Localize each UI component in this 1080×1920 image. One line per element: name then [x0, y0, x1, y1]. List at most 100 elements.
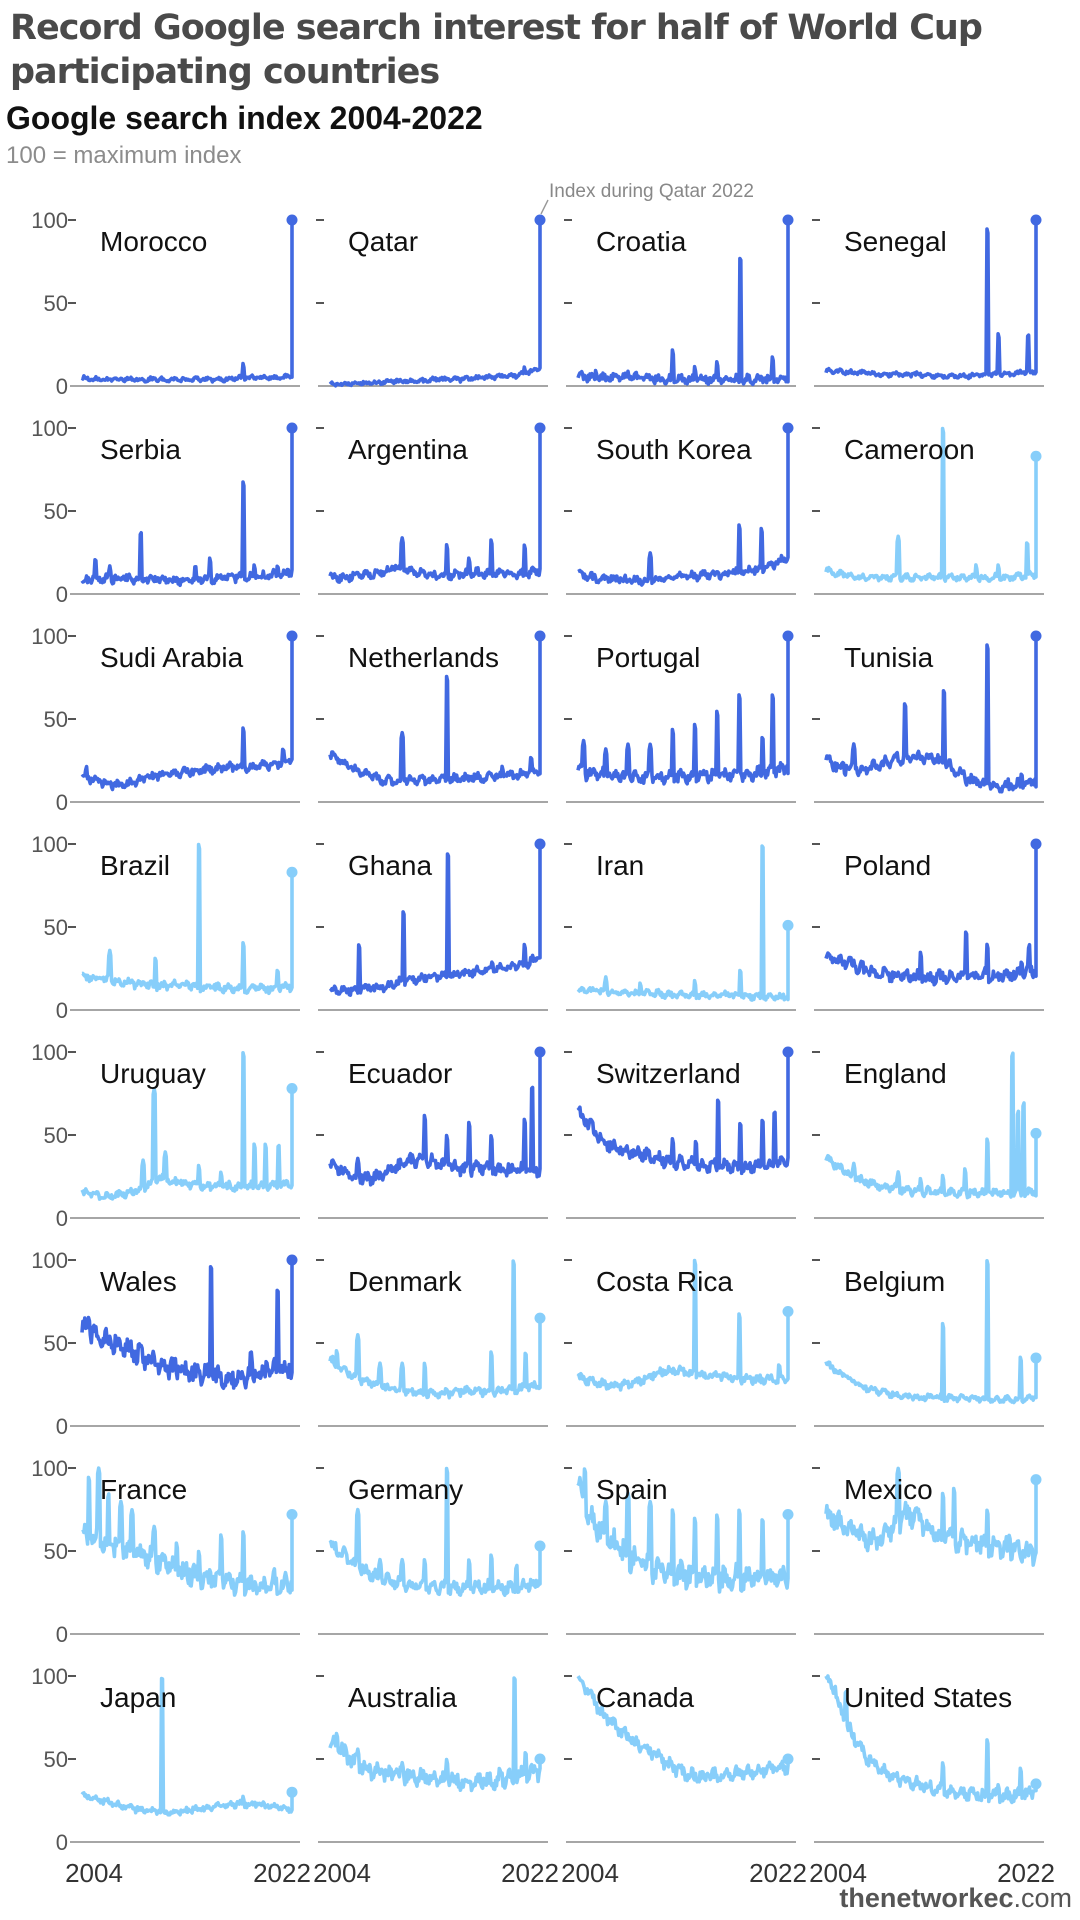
- series-line-netherlands: [328, 636, 542, 787]
- panel-cameroon: Cameroon: [812, 426, 1044, 595]
- panel-label-costa-rica: Costa Rica: [596, 1266, 733, 1297]
- series-line-wales: [80, 1260, 294, 1390]
- series-line-iran: [576, 844, 790, 1002]
- panel-costa-rica: Costa Rica: [564, 1258, 796, 1427]
- series-line-belgium: [824, 1259, 1038, 1405]
- source-credit: thenetworkec.com: [839, 1883, 1072, 1914]
- x-tick-label: 2004: [65, 1858, 123, 1888]
- panel-brazil: 0 50 100 Brazil: [31, 832, 300, 1023]
- series-line-sudi-arabia: [80, 636, 294, 792]
- series-line-spain: [576, 1467, 790, 1594]
- panel-label-mexico: Mexico: [844, 1474, 933, 1505]
- panel-label-united-states: United States: [844, 1682, 1012, 1713]
- panel-label-morocco: Morocco: [100, 226, 207, 257]
- endpoint-iran: [782, 919, 794, 931]
- panel-label-senegal: Senegal: [844, 226, 947, 257]
- y-tick-label: 100: [31, 1664, 68, 1689]
- series-line-tunisia: [824, 636, 1038, 794]
- series-line-brazil: [81, 842, 294, 996]
- y-tick-label: 100: [31, 1040, 68, 1065]
- y-tick-label: 50: [44, 291, 68, 316]
- series-line-cameroon: [824, 426, 1038, 583]
- panel-spain: Spain: [564, 1467, 796, 1635]
- series-line-portugal: [576, 636, 790, 786]
- series-line-poland: [824, 844, 1038, 987]
- endpoint-ecuador: [534, 1046, 546, 1058]
- endpoint-croatia: [782, 214, 794, 226]
- endpoint-netherlands: [534, 630, 546, 642]
- y-tick-label: 50: [44, 1123, 68, 1148]
- panel-label-cameroon: Cameroon: [844, 434, 975, 465]
- endpoint-japan: [286, 1786, 298, 1798]
- y-tick-label: 50: [44, 1331, 68, 1356]
- series-line-switzerland: [576, 1052, 790, 1176]
- panel-england: England: [812, 1051, 1044, 1219]
- panel-tunisia: Tunisia: [812, 630, 1044, 803]
- endpoint-senegal: [1030, 214, 1042, 226]
- index-note: 100 = maximum index: [6, 142, 242, 169]
- y-tick-label: 0: [56, 374, 68, 399]
- series-line-ecuador: [328, 1052, 542, 1187]
- series-line-france: [81, 1466, 294, 1597]
- panel-label-england: England: [844, 1058, 947, 1089]
- panel-ecuador: Ecuador: [316, 1046, 548, 1219]
- series-line-australia: [328, 1676, 542, 1793]
- endpoint-united-states: [1030, 1778, 1042, 1790]
- panel-qatar: Qatar Index during Qatar 2022: [316, 181, 754, 388]
- endpoint-ghana: [534, 838, 546, 850]
- endpoint-mexico: [1030, 1474, 1042, 1486]
- panel-label-argentina: Argentina: [348, 434, 468, 465]
- endpoint-costa-rica: [782, 1305, 794, 1317]
- y-tick-label: 100: [31, 1456, 68, 1481]
- panel-argentina: Argentina: [316, 422, 548, 595]
- panel-denmark: Denmark: [316, 1259, 548, 1427]
- chart-title: Record Google search interest for half o…: [10, 8, 983, 92]
- y-tick-label: 50: [44, 915, 68, 940]
- panel-label-serbia: Serbia: [100, 434, 181, 465]
- y-tick-label: 50: [44, 499, 68, 524]
- panel-label-poland: Poland: [844, 850, 931, 881]
- series-line-morocco: [80, 220, 294, 384]
- panel-sudi-arabia: 0 50 100 Sudi Arabia: [31, 624, 300, 815]
- series-line-canada: [576, 1675, 790, 1784]
- panel-label-belgium: Belgium: [844, 1266, 945, 1297]
- panel-australia: Australia 2004 2022: [313, 1675, 559, 1888]
- panel-label-australia: Australia: [348, 1682, 457, 1713]
- source-credit-domain: thenetworkec: [839, 1883, 1014, 1913]
- endpoint-morocco: [286, 214, 298, 226]
- series-line-qatar: [328, 220, 542, 388]
- endpoint-canada: [782, 1753, 794, 1765]
- panel-label-denmark: Denmark: [348, 1266, 463, 1297]
- series-line-south-korea: [577, 428, 790, 587]
- endpoint-denmark: [534, 1312, 546, 1324]
- panel-label-iran: Iran: [596, 850, 644, 881]
- endpoint-brazil: [286, 866, 298, 878]
- panel-ghana: Ghana: [316, 838, 548, 1011]
- endpoint-england: [1030, 1127, 1042, 1139]
- endpoint-cameroon: [1030, 450, 1042, 462]
- endpoint-sudi-arabia: [286, 630, 298, 642]
- y-tick-label: 0: [56, 1622, 68, 1647]
- y-tick-label: 50: [44, 707, 68, 732]
- panel-label-sudi-arabia: Sudi Arabia: [100, 642, 244, 673]
- panel-label-qatar: Qatar: [348, 226, 418, 257]
- panel-senegal: Senegal: [812, 214, 1044, 387]
- panel-croatia: Croatia: [564, 214, 796, 387]
- series-line-japan: [80, 1676, 294, 1817]
- y-tick-label: 0: [56, 998, 68, 1023]
- y-tick-label: 100: [31, 416, 68, 441]
- endpoint-wales: [286, 1254, 298, 1266]
- panel-japan: 0 50 100 Japan 2004 2022: [31, 1664, 311, 1888]
- panel-switzerland: Switzerland: [564, 1046, 796, 1219]
- endpoint-france: [286, 1508, 298, 1520]
- endpoint-belgium: [1030, 1352, 1042, 1364]
- y-tick-label: 50: [44, 1747, 68, 1772]
- y-tick-label: 100: [31, 832, 68, 857]
- source-credit-tld: .com: [1013, 1883, 1072, 1913]
- panel-label-ecuador: Ecuador: [348, 1058, 452, 1089]
- series-line-denmark: [328, 1259, 542, 1400]
- annotation-label: Index during Qatar 2022: [549, 181, 754, 202]
- x-tick-label: 2004: [313, 1858, 371, 1888]
- panel-mexico: Mexico: [812, 1466, 1044, 1635]
